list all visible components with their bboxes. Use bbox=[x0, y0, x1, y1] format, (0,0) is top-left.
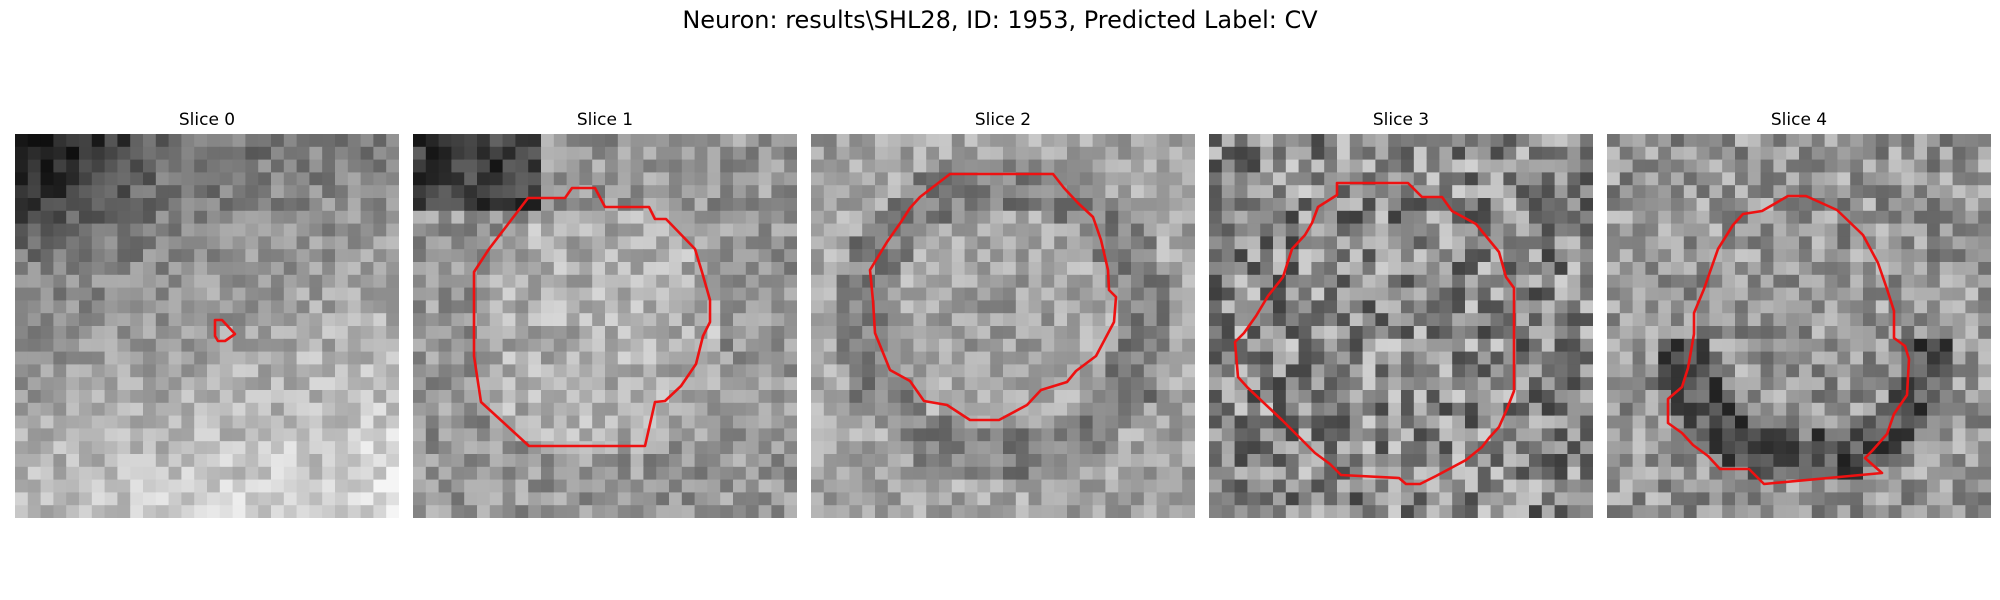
slice-image-2 bbox=[811, 134, 1195, 518]
slice-title: Slice 2 bbox=[974, 110, 1032, 130]
pixel-grid bbox=[811, 134, 1195, 518]
slice-title: Slice 1 bbox=[576, 110, 634, 130]
slice-image-0 bbox=[15, 134, 399, 518]
pixel-grid bbox=[1209, 134, 1593, 518]
slice-image-1 bbox=[413, 134, 797, 518]
neuron-contour bbox=[868, 172, 1118, 422]
neuron-contour bbox=[1666, 194, 1911, 486]
slice-image-3 bbox=[1209, 134, 1593, 518]
slice-panel-1: Slice 1 bbox=[413, 108, 797, 518]
pixel-grid bbox=[413, 134, 797, 518]
slice-title: Slice 0 bbox=[178, 110, 236, 130]
slice-panel-3: Slice 3 bbox=[1209, 108, 1593, 518]
neuron-contour bbox=[472, 186, 712, 448]
slice-panel-0: Slice 0 bbox=[15, 108, 399, 518]
slice-image-4 bbox=[1607, 134, 1991, 518]
slice-panel-4: Slice 4 bbox=[1607, 108, 1991, 518]
figure-title: Neuron: results\SHL28, ID: 1953, Predict… bbox=[682, 6, 1318, 34]
slice-title: Slice 4 bbox=[1770, 110, 1828, 130]
neuron-contour bbox=[213, 318, 237, 343]
slice-title: Slice 3 bbox=[1372, 110, 1430, 130]
pixel-grid bbox=[15, 134, 399, 518]
slice-panel-2: Slice 2 bbox=[811, 108, 1195, 518]
pixel-grid bbox=[1607, 134, 1991, 518]
neuron-contour bbox=[1233, 181, 1516, 486]
